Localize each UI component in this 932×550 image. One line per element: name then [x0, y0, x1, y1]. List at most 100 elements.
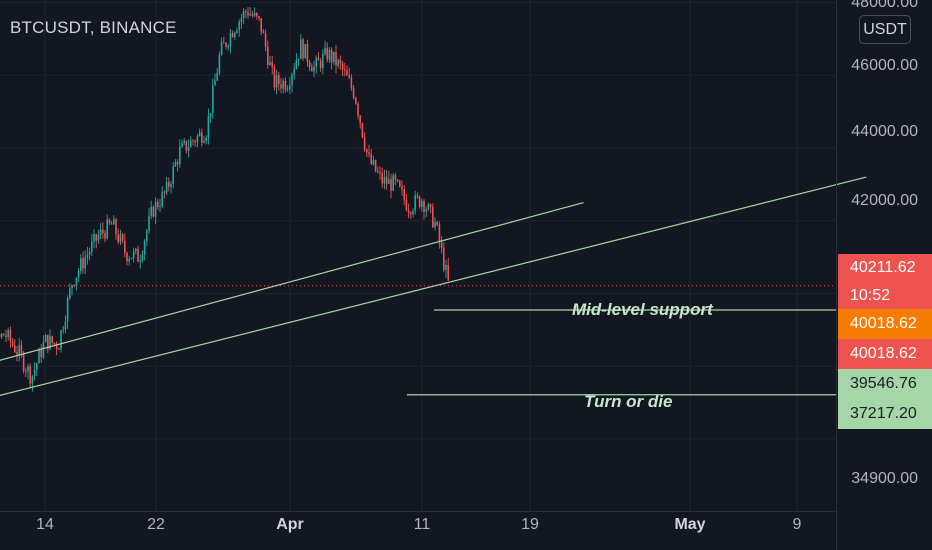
candle-209: [423, 199, 425, 220]
candle-body-26: [20, 345, 23, 354]
candle-19: [5, 329, 7, 343]
candle-body-156: [306, 44, 309, 62]
candle-44: [60, 329, 62, 353]
candle-body-120: [227, 46, 230, 48]
candle-body-118: [223, 42, 225, 44]
last-price-tag: 40211.62: [838, 254, 932, 282]
candle-26: [20, 340, 23, 358]
candle-187: [374, 159, 377, 173]
candle-150: [293, 62, 296, 80]
candle-91: [163, 190, 166, 199]
candle-body-140: [271, 62, 274, 67]
symbol-label[interactable]: BTCUSDT, BINANCE: [10, 18, 177, 37]
candle-205: [414, 190, 417, 215]
candle-46: [64, 315, 67, 334]
price-tick-42000: 42000.00: [851, 192, 918, 209]
candle-47: [66, 295, 69, 329]
candle-body-134: [258, 16, 260, 19]
candle-78: [135, 248, 137, 255]
candle-99: [181, 139, 183, 148]
candle-body-215: [436, 222, 439, 225]
candle-68: [113, 215, 115, 225]
candle-186: [372, 155, 375, 166]
candle-body-108: [201, 132, 203, 143]
candle-32: [33, 362, 36, 381]
candle-67: [110, 221, 113, 225]
candle-body-185: [370, 154, 373, 164]
candle-body-197: [396, 179, 399, 181]
candle-body-94: [170, 184, 172, 187]
candle-body-99: [181, 143, 183, 147]
candle-body-124: [236, 30, 238, 33]
candle-body-119: [225, 42, 227, 47]
candle-180: [359, 114, 362, 129]
candle-135: [260, 18, 263, 36]
price-tick-34900: 34900.00: [851, 470, 918, 487]
candle-33: [36, 362, 38, 376]
candle-70: [117, 228, 120, 245]
candle-130: [249, 7, 252, 17]
candle-body-202: [407, 210, 410, 213]
candle-body-201: [405, 199, 408, 211]
candle-89: [159, 198, 161, 212]
candle-body-46: [64, 321, 67, 330]
candle-109: [203, 135, 205, 144]
candle-body-160: [315, 57, 318, 67]
candle-body-48: [69, 288, 71, 299]
candle-198: [399, 179, 401, 188]
candle-217: [440, 235, 443, 254]
candle-body-174: [346, 70, 348, 76]
candle-body-67: [110, 223, 113, 225]
candle-76: [130, 257, 133, 260]
candle-105: [194, 139, 197, 147]
candle-172: [341, 61, 344, 76]
candle-203: [410, 211, 412, 219]
candle-body-214: [434, 222, 436, 228]
candle-body-77: [132, 251, 135, 259]
candle-132: [253, 7, 256, 18]
price-tick-46000: 46000.00: [851, 57, 918, 74]
candle-27: [22, 350, 25, 374]
candle-body-79: [137, 248, 139, 262]
candle-body-170: [337, 59, 340, 66]
candle-181: [361, 122, 364, 139]
candle-body-90: [161, 191, 164, 207]
candle-81: [141, 250, 144, 263]
candle-body-186: [372, 159, 375, 164]
candle-137: [264, 29, 267, 52]
bid-price-tag: 40018.62: [838, 309, 932, 339]
candle-216: [438, 221, 441, 249]
currency-unit-button[interactable]: USDT: [859, 15, 911, 44]
candle-body-196: [394, 175, 397, 180]
candle-body-205: [414, 195, 417, 211]
candle-body-74: [126, 252, 128, 262]
candle-173: [344, 62, 346, 77]
candle-189: [379, 166, 381, 180]
candle-73: [124, 233, 126, 258]
support-level-tag: 39546.76: [838, 369, 932, 399]
candle-body-113: [212, 85, 214, 113]
candle-49: [71, 284, 73, 296]
candle-body-20: [7, 330, 10, 338]
candle-body-149: [291, 74, 293, 85]
candle-139: [269, 55, 271, 66]
candle-body-206: [416, 195, 419, 197]
candle-body-88: [157, 201, 159, 208]
candle-117: [220, 37, 223, 56]
candle-body-137: [264, 33, 267, 47]
candle-body-146: [284, 80, 287, 90]
candle-body-22: [11, 341, 14, 346]
candle-body-104: [192, 140, 194, 142]
candle-111: [207, 108, 210, 145]
candle-79: [137, 245, 139, 263]
candle-163: [322, 49, 324, 75]
candle-160: [315, 55, 318, 74]
candle-131: [251, 10, 254, 18]
candle-body-192: [385, 176, 388, 184]
candle-96: [174, 159, 177, 168]
candle-body-93: [168, 181, 170, 187]
candle-178: [355, 96, 357, 105]
candle-21: [9, 326, 12, 349]
horizontal-levels: [407, 309, 836, 396]
